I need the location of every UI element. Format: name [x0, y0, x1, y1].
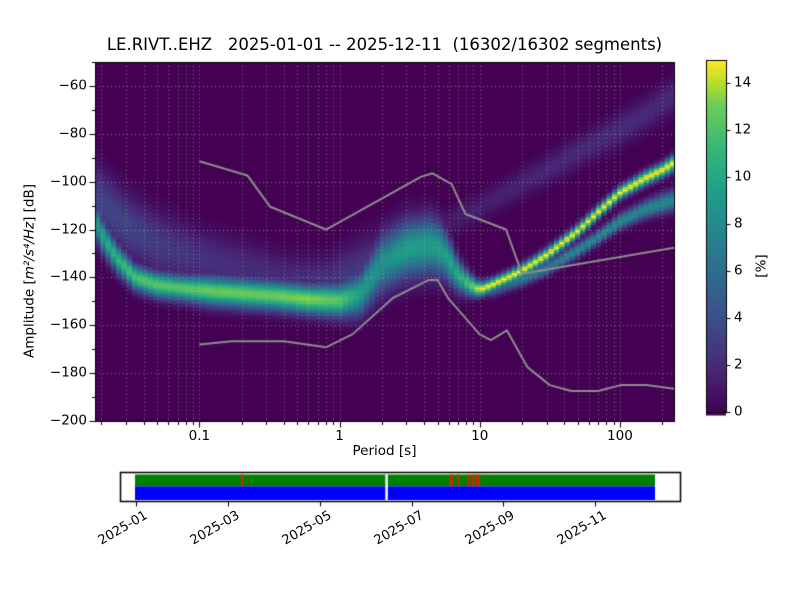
colorbar-tick-label: 10 [734, 168, 752, 185]
figure-title: LE.RIVT..EHZ 2025-01-01 -- 2025-12-11 (1… [106, 35, 663, 54]
y-tick-label: −80 [58, 125, 88, 142]
colorbar-tick-label: 14 [734, 75, 752, 92]
x-tick-label: 1 [335, 428, 344, 444]
colorbar-tick-label: 6 [734, 262, 743, 279]
colorbar-tick-label: 0 [734, 403, 743, 420]
x-tick-label: 100 [607, 428, 633, 444]
y-tick-label: −140 [49, 268, 87, 285]
y-tick-label: −180 [49, 364, 87, 381]
y-tick-label: −120 [49, 221, 87, 238]
colorbar-tick-label: 4 [734, 309, 743, 326]
x-axis-label: Period [s] [352, 443, 417, 459]
y-tick-label: −100 [49, 173, 87, 190]
y-tick-label: −60 [58, 77, 88, 94]
x-tick-label: 10 [471, 428, 489, 444]
colorbar-tick-label: 12 [734, 121, 752, 138]
colorbar-tick-label: 2 [734, 356, 743, 373]
y-tick-label: −160 [49, 316, 87, 333]
x-tick-label: 0.1 [188, 428, 211, 444]
y-axis-label-suffix: ] [dB] [21, 183, 38, 222]
colorbar-tick-label: 8 [734, 215, 743, 232]
y-tick-label: −200 [49, 412, 87, 429]
